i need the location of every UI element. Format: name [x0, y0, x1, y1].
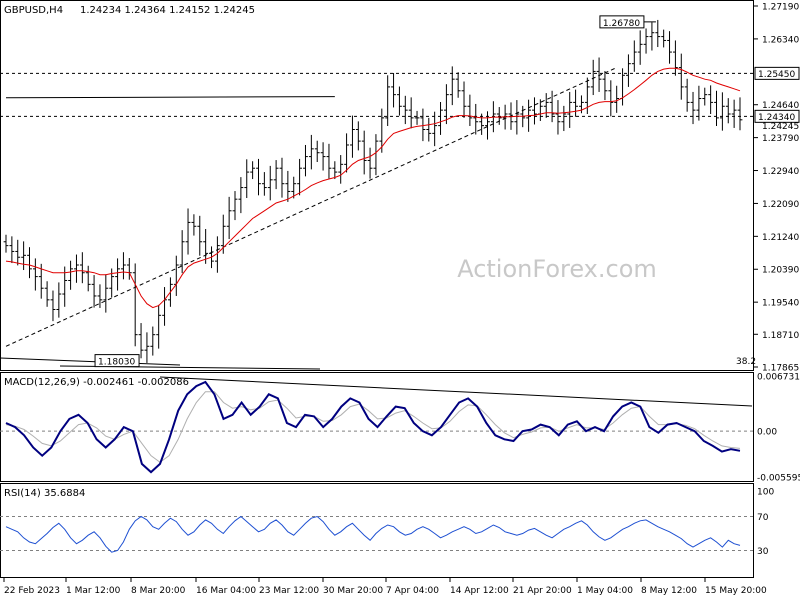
price-candles: [3, 19, 743, 363]
time-tick-label: 22 Feb 2023: [4, 586, 60, 596]
macd-panel: 0.006731 0.00 -0.005595: [0, 373, 800, 484]
macd-tick-label: 0.00: [757, 428, 777, 438]
price-panel-frame: [0, 0, 754, 371]
time-tick-label: 21 Apr 20:00: [513, 586, 572, 596]
time-tick-label: 1 Mar 12:00: [66, 586, 121, 596]
rsi-tick-label: 70: [757, 513, 769, 523]
price-tick-label: 1.27190: [762, 3, 799, 13]
low-label-box: [94, 354, 140, 368]
macd-panel-frame: [0, 372, 754, 482]
rsi-panel: 100 70 30: [0, 488, 774, 557]
macd-signal-line: [5, 391, 741, 463]
time-tick-label: 15 May 20:00: [705, 586, 767, 596]
trendline: [5, 96, 335, 99]
price-tick-label: 1.18710: [762, 331, 799, 341]
price-tick-label: 1.20390: [762, 266, 799, 276]
rsi-panel-frame: [0, 483, 754, 578]
macd-line: [5, 380, 741, 474]
price-tick-label: 1.22090: [762, 200, 799, 210]
low-label: 1.18030: [98, 358, 135, 368]
price-tick-label: 1.17865: [762, 364, 799, 374]
rsi-line: [5, 515, 741, 553]
trendlines: [0, 67, 617, 370]
sma-line: [5, 67, 741, 309]
support-line: [0, 357, 181, 366]
rsi-title: RSI(14) 35.6884: [4, 488, 85, 499]
level-label: 1.24245: [762, 122, 799, 132]
time-tick-label: 14 Apr 12:00: [450, 586, 509, 596]
rsi-tick-label: 100: [757, 488, 774, 498]
macd-tick-label: 0.006731: [757, 373, 800, 383]
price-tick-label: 1.22940: [762, 167, 799, 177]
time-tick-label: 23 Mar 12:00: [259, 586, 319, 596]
ohlc-header: 1.24234 1.24364 1.24152 1.24245: [80, 5, 255, 16]
time-tick-label: 16 Mar 04:00: [196, 586, 256, 596]
symbol-header: GBPUSD,H4: [4, 5, 63, 16]
level-label-box: [754, 66, 800, 80]
price-tick-label: 1.21240: [762, 233, 799, 243]
price-axis: 1.27190 1.26340 1.24640 1.23790 1.22940 1.220…: [754, 3, 799, 374]
time-tick-label: 8 Mar 20:00: [131, 586, 186, 596]
time-axis: 22 Feb 2023 1 Mar 12:00 8 Mar 20:00 16 Mar …: [3, 578, 767, 596]
price-tick-label: 1.26340: [762, 35, 799, 45]
price-tick-label: 1.23790: [762, 134, 799, 144]
macd-tick-label: -0.005595: [757, 474, 800, 484]
time-tick-label: 1 May 04:00: [577, 586, 633, 596]
level-label: 1.25450: [758, 70, 795, 80]
price-tick-label: 1.19540: [762, 299, 799, 309]
rsi-tick-label: 30: [757, 547, 769, 557]
time-tick-label: 30 Mar 20:00: [323, 586, 383, 596]
high-label: 1.26780: [603, 19, 640, 29]
price-annotations: 1.26780 1.18030 38.2: [94, 15, 756, 368]
fib-label: 38.2: [736, 357, 756, 367]
macd-trendline: [159, 376, 753, 407]
macd-title: MACD(12,26,9) -0.002461 -0.002086: [4, 377, 189, 388]
time-tick-label: 8 May 12:00: [641, 586, 697, 596]
price-tick-label: 1.24640: [762, 101, 799, 111]
watermark: ActionForex.com: [457, 255, 657, 283]
time-tick-label: 7 Apr 04:00: [386, 586, 439, 596]
level-label-box: [754, 109, 800, 123]
level-label: 1.24340: [758, 113, 795, 123]
trendline: [5, 67, 617, 347]
